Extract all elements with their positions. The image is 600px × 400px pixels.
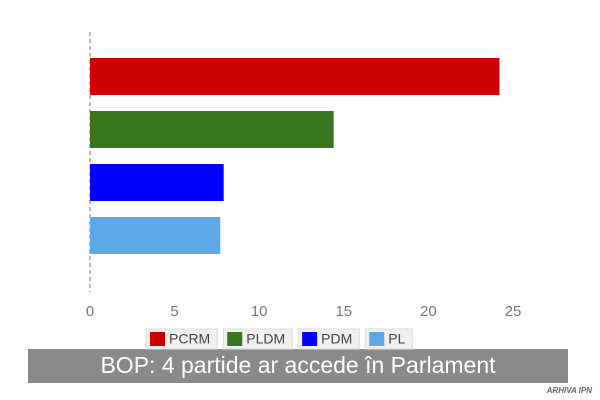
bar [90, 217, 221, 254]
x-tick-label: 25 [505, 303, 522, 320]
x-tick-label: 20 [420, 303, 437, 320]
title-banner [28, 349, 568, 383]
bar [90, 164, 224, 201]
x-tick-label: 0 [86, 303, 94, 320]
x-tick-label: 5 [170, 303, 178, 320]
x-tick-label: 15 [335, 303, 352, 320]
legend-swatch [302, 332, 318, 346]
legend-swatch [227, 332, 243, 346]
legend-label: PL [388, 331, 405, 347]
legend-label: PDM [321, 331, 352, 347]
legend-swatch [369, 332, 385, 346]
chart-title: BOP: 4 partide ar accede în Parlament [100, 352, 496, 378]
bar [90, 111, 334, 148]
legend-swatch [150, 332, 165, 346]
legend-label: PLDM [246, 331, 285, 347]
watermark: ARHIVA IPN [546, 386, 593, 395]
x-tick-label: 10 [251, 303, 268, 320]
legend-label: PCRM [169, 331, 210, 347]
bar [90, 58, 500, 95]
